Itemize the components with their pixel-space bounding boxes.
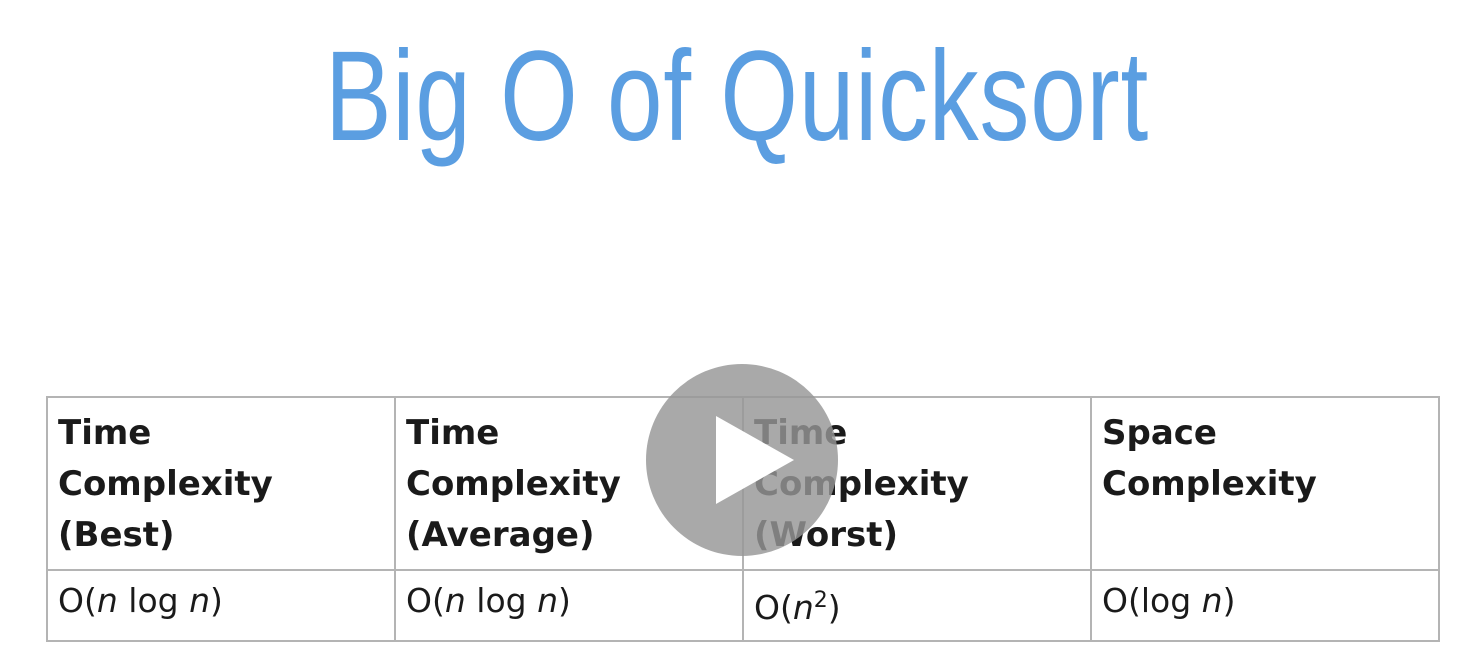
cell-space: O(log n): [1090, 569, 1440, 642]
header-line: Time: [406, 413, 500, 453]
cell-text: O(log: [1102, 581, 1202, 620]
cell-variable: n: [444, 581, 466, 620]
cell-text: ): [1222, 581, 1236, 620]
cell-variable: n: [792, 588, 814, 627]
cell-text: log: [117, 581, 190, 620]
header-line: Complexity: [406, 464, 621, 504]
header-line: (Average): [406, 515, 595, 555]
cell-text: log: [465, 581, 538, 620]
cell-variable: n: [537, 581, 558, 620]
cell-best-time: O(n log n): [46, 569, 396, 642]
header-best-time: Time Complexity (Best): [46, 396, 396, 571]
cell-text: O(: [406, 581, 445, 620]
cell-variable: n: [96, 581, 118, 620]
header-line: Complexity: [1102, 464, 1317, 504]
cell-text: ): [210, 581, 223, 620]
cell-average-time: O(n log n): [394, 569, 744, 642]
cell-text: O(: [58, 581, 97, 620]
cell-text: O(: [754, 588, 793, 627]
cell-text: ): [827, 588, 841, 627]
table-row: O(n log n) O(n log n) O(n2) O(log n): [46, 569, 1440, 642]
slide-title: Big O of Quicksort: [324, 25, 1150, 168]
header-space: Space Complexity: [1090, 396, 1440, 571]
cell-variable: n: [189, 581, 210, 620]
cell-worst-time: O(n2): [742, 569, 1092, 642]
complexity-table: Time Complexity (Best) Time Complexity (…: [46, 396, 1440, 642]
header-line: Space: [1102, 413, 1217, 453]
cell-variable: n: [1201, 581, 1223, 620]
header-line: Time: [58, 413, 152, 453]
header-line: Complexity: [58, 464, 273, 504]
play-icon: [716, 416, 794, 504]
cell-text: ): [558, 581, 571, 620]
cell-exponent: 2: [813, 588, 828, 613]
header-line: (Best): [58, 515, 175, 555]
play-button[interactable]: [646, 364, 838, 556]
